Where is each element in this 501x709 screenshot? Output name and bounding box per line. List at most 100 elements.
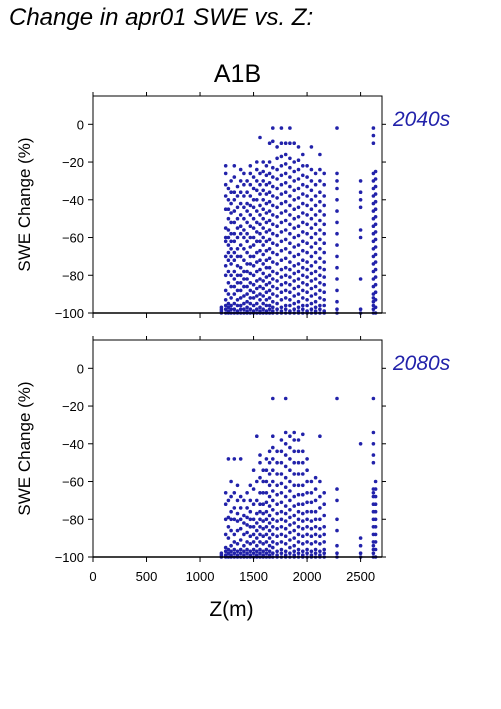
data-point [254,536,259,540]
data-point [267,281,272,285]
data-point [301,460,305,465]
data-point [292,472,297,476]
x-tick-label: 500 [136,569,158,584]
data-point [251,487,256,491]
data-point [313,292,318,296]
data-point [223,239,228,244]
data-point [242,549,246,554]
data-point [288,267,292,272]
data-point [232,517,237,522]
data-point [358,551,363,555]
data-point [229,494,233,499]
data-point [301,288,305,293]
data-point [229,190,233,194]
data-point [267,528,272,533]
data-point [267,521,272,525]
data-point [301,432,305,437]
data-point [283,181,288,185]
data-point [292,279,297,283]
x-tick-label: 0 [89,569,96,584]
data-point [318,549,322,554]
data-point [305,309,309,313]
data-point [309,479,314,484]
data-point [271,165,275,170]
data-point [305,532,309,537]
data-point [313,517,318,522]
data-point [313,171,318,176]
data-point [267,494,272,499]
data-point [292,286,297,291]
data-point [235,528,240,533]
data-point [283,553,288,557]
data-point [264,532,269,537]
data-point [226,551,231,555]
data-point [275,553,279,557]
data-point [267,141,272,145]
data-point [275,286,279,291]
data-point [219,551,224,555]
data-point [248,164,253,168]
data-point [283,542,288,546]
data-point [223,307,228,312]
data-point [373,502,378,507]
data-point [235,542,240,546]
data-point [226,547,231,552]
data-point [275,301,279,306]
data-point [226,258,231,263]
data-point [238,201,243,206]
data-point [335,243,339,247]
data-point [322,260,327,264]
data-point [288,457,292,461]
data-point [292,216,297,221]
data-point [242,269,246,274]
data-point [258,532,262,537]
data-point [292,513,297,518]
data-point [245,284,249,289]
data-point [296,196,301,200]
data-point [248,534,253,538]
data-point [288,489,292,493]
data-point [226,235,231,240]
data-point [313,203,318,208]
data-point [267,171,272,176]
data-point [258,239,262,244]
data-point [296,449,301,454]
data-point [223,502,228,507]
data-point [373,282,378,287]
data-point [267,288,272,293]
data-point [288,275,292,279]
data-point [264,551,269,555]
data-point [279,282,284,287]
data-point [251,525,256,529]
data-point [275,502,279,507]
data-point [309,286,314,291]
data-point [371,491,376,495]
data-point [229,528,233,533]
data-point [283,209,288,213]
data-point [313,540,318,544]
data-point [271,551,275,555]
data-point [275,460,279,465]
data-point [373,222,378,227]
data-point [322,213,327,217]
data-point [232,307,237,312]
data-point [235,264,240,268]
data-point [301,519,305,523]
data-point [223,182,228,187]
data-point [335,551,339,555]
data-point [267,265,272,270]
data-point [279,491,284,495]
data-point [235,235,240,240]
data-point [251,273,256,278]
data-point [261,307,266,312]
data-point [305,275,309,279]
data-point [275,186,279,191]
data-point [267,209,272,213]
data-point [248,224,253,228]
data-point [238,243,243,247]
data-point [301,502,305,507]
data-point [283,288,288,293]
data-point [254,294,259,298]
data-point [373,540,378,544]
data-point [271,489,275,493]
